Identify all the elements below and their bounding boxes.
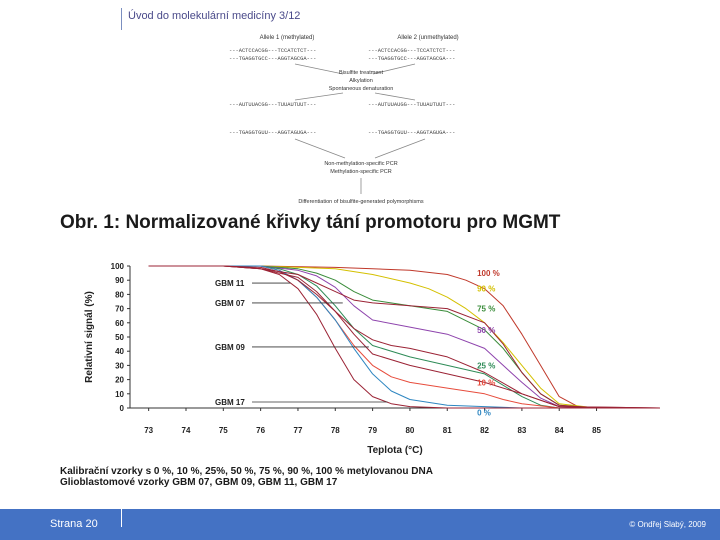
bisulfite-seq-allele2-bottom: ---TGAGGTGUU---AGGTAGUGA---: [368, 130, 455, 136]
bisulfite-seq-allele1: ---AUTUUACGG---TUUAUTUUT---: [229, 102, 316, 108]
series-line-10: [148, 265, 660, 409]
x-tick-label: 75: [219, 426, 228, 435]
curve-labels: 100 % 90 % 75 % 50 % 25 % 10 % 0 %: [477, 269, 500, 417]
curve-label: 75 %: [477, 305, 495, 314]
series-line-1: [148, 265, 660, 409]
gbm-label: GBM 09: [215, 343, 245, 352]
curve-label: 100 %: [477, 269, 500, 278]
gbm-label: GBM 07: [215, 299, 245, 308]
caption-line-1: Kalibrační vzorky s 0 %, 10 %, 25%, 50 %…: [60, 466, 433, 477]
caption-line-2: Glioblastomové vzorky GBM 07, GBM 09, GB…: [60, 477, 338, 488]
allele1-label: Allele 1 (methylated): [260, 35, 315, 41]
allele2-label: Allele 2 (unmethylated): [397, 35, 458, 41]
header-title: Úvod do molekulární medicíny 3/12: [128, 10, 301, 22]
result-label: Differentiation of bisulfite-generated p…: [298, 199, 423, 205]
x-tick-label: 80: [405, 426, 414, 435]
gbm-label: GBM 17: [215, 398, 245, 407]
y-tick-label: 90: [115, 276, 124, 285]
x-tick-label: 84: [555, 426, 564, 435]
y-axis-title: Relativní signál (%): [84, 291, 95, 383]
melting-curve-chart: 0 10 20 30 40 50 60 70 80 90 100 73 74 75 76 77 78 79 80 8…: [84, 262, 661, 456]
curve-label: 0 %: [477, 408, 491, 417]
copyright: © Ondřej Slabý, 2009: [629, 520, 706, 529]
y-tick-label: 80: [115, 290, 124, 299]
y-tick-label: 50: [115, 333, 124, 342]
arrow-split-right: [374, 92, 416, 101]
y-tick-label: 60: [115, 319, 124, 328]
x-tick-label: 85: [592, 426, 601, 435]
x-tick-label: 79: [368, 426, 377, 435]
allele2-seq-top: ---ACTCCACGG---TCCATCTCT---: [368, 48, 455, 54]
header-bar: [0, 0, 720, 30]
pcr-specific: Methylation-specific PCR: [330, 169, 391, 175]
x-tick-label: 74: [182, 426, 191, 435]
y-tick-label: 30: [115, 361, 124, 370]
arrow-pcr-left: [294, 138, 346, 159]
x-tick-label: 78: [331, 426, 340, 435]
x-tick-label: 82: [480, 426, 489, 435]
y-tick-label: 70: [115, 305, 124, 314]
series-line-0: [148, 265, 660, 409]
arrow-pcr-right: [374, 138, 426, 159]
bisulfite-seq-allele2: ---AUTUUAUGG---TUUAUTUUT---: [368, 102, 455, 108]
allele1-seq-bottom: ---TGAGGTGCC---AGGTAGCGA---: [229, 56, 316, 62]
y-tick-label: 0: [120, 404, 125, 413]
x-axis-title: Teplota (°C): [367, 445, 422, 456]
y-axis: 0 10 20 30 40 50 60 70 80 90 100: [111, 262, 131, 413]
x-tick-label: 77: [294, 426, 303, 435]
y-tick-label: 40: [115, 347, 124, 356]
series-line-3: [148, 265, 660, 409]
x-tick-label: 73: [144, 426, 153, 435]
gbm-label: GBM 11: [215, 279, 245, 288]
y-tick-label: 100: [111, 262, 125, 271]
step-bisulfite: Bisulfite treatment: [339, 70, 383, 76]
x-tick-label: 83: [517, 426, 526, 435]
series-lines: [148, 265, 661, 409]
y-tick-label: 20: [115, 376, 124, 385]
x-axis: 73 74 75 76 77 78 79 80 81 82 83 84 85: [130, 407, 660, 435]
y-tick-label: 10: [115, 390, 124, 399]
bisulfite-seq-allele1-bottom: ---TGAGGTGUU---AGGTAGUGA---: [229, 130, 316, 136]
curve-label: 90 %: [477, 285, 495, 294]
arrow-allele2: [372, 63, 416, 75]
curve-label: 25 %: [477, 361, 495, 370]
pcr-nonspecific: Non-methylation-specific PCR: [324, 161, 397, 167]
curve-label: 50 %: [477, 326, 495, 335]
gbm-labels: GBM 11 GBM 07 GBM 09 GBM 17: [215, 279, 388, 407]
footer-divider: [121, 509, 122, 527]
arrow-allele1: [294, 63, 344, 75]
caption: Kalibrační vzorky s 0 %, 10 %, 25%, 50 %…: [60, 466, 433, 488]
x-tick-label: 76: [256, 426, 265, 435]
step-denaturation: Spontaneous denaturation: [329, 86, 394, 92]
step-alkylation: Alkylation: [349, 78, 373, 84]
allele1-seq-top: ---ACTCCACGG---TCCATCTCT---: [229, 48, 316, 54]
figure-title: Obr. 1: Normalizované křivky tání promot…: [60, 212, 561, 233]
arrow-split-left: [294, 92, 344, 101]
series-line-8: [148, 265, 661, 409]
bisulfite-diagram: Allele 1 (methylated) Allele 2 (unmethyl…: [229, 35, 459, 205]
header-divider: [121, 8, 122, 30]
slide-number: Strana 20: [50, 518, 98, 530]
x-tick-label: 81: [443, 426, 452, 435]
footer-bar: [0, 509, 720, 540]
allele2-seq-bottom: ---TGAGGTGCC---AGGTAGCGA---: [368, 56, 455, 62]
series-line-7: [148, 265, 660, 409]
curve-label: 10 %: [477, 378, 495, 387]
